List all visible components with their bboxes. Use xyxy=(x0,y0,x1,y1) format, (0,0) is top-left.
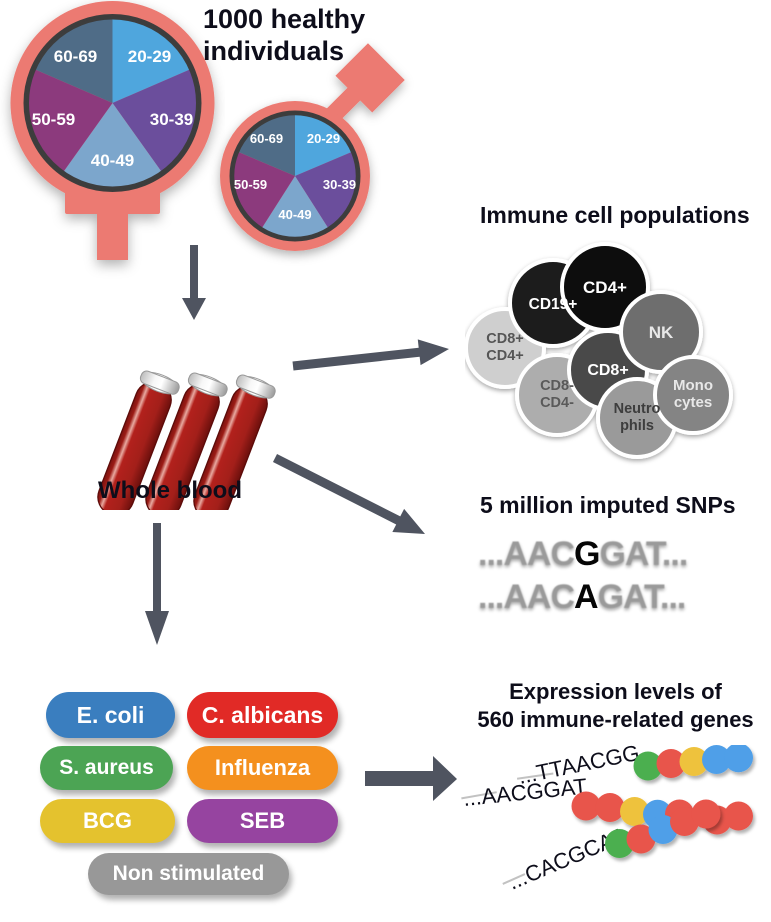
svg-text:...AACGGAT: ...AACGGAT xyxy=(462,774,588,811)
